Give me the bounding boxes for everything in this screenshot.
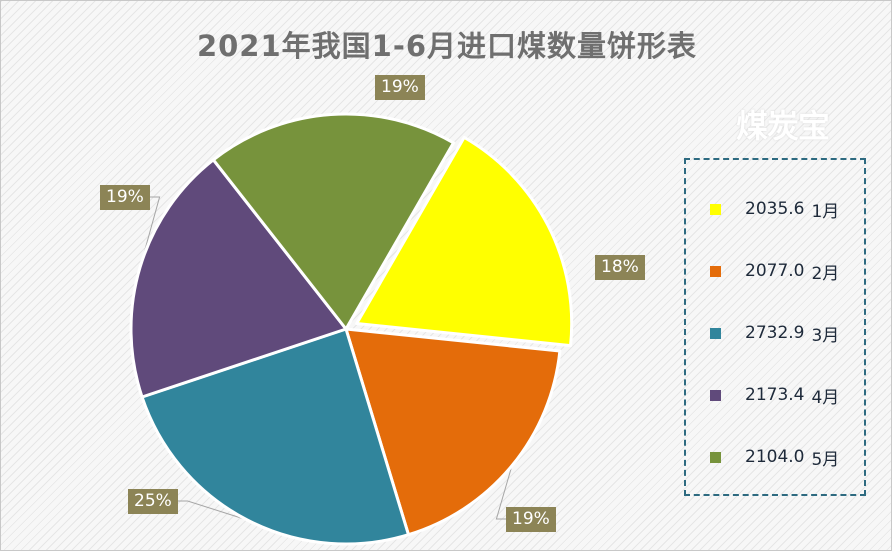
pie-slices	[129, 112, 574, 546]
percent-label-5: 19%	[375, 75, 425, 100]
legend-value: 2173.4	[745, 385, 805, 405]
pie-slice-4	[129, 158, 348, 399]
percent-label-1: 18%	[595, 255, 645, 280]
legend-item-4: 2173.4 4月	[710, 383, 840, 408]
legend-item-2: 2077.0 2月	[710, 259, 840, 284]
legend-item-1: 2035.6 1月	[710, 197, 840, 222]
legend-swatch	[710, 203, 721, 215]
legend-label: 1月	[811, 201, 840, 222]
watermark-logo: 煤炭宝	[736, 107, 830, 145]
legend-swatch	[710, 265, 721, 277]
leader-line-4	[139, 196, 161, 268]
legend-value: 2035.6	[745, 199, 805, 219]
legend-value: 2104.0	[745, 447, 805, 467]
legend-item-5: 2104.0 5月	[710, 445, 840, 470]
legend-swatch	[710, 451, 721, 463]
leader-lines	[139, 196, 513, 521]
legend-swatch	[710, 327, 721, 339]
legend: 2035.6 1月 2077.0 2月 2732.9 3月 2173.4 4月 2104.0 5月	[684, 158, 866, 496]
legend-label: 5月	[811, 449, 840, 470]
legend-label: 4月	[811, 387, 840, 408]
leader-line-3	[178, 500, 248, 521]
pie-slice-5	[211, 112, 455, 331]
legend-label: 3月	[811, 325, 840, 346]
pie-slice-1	[355, 135, 574, 348]
percent-label-3: 25%	[128, 489, 178, 514]
legend-value: 2732.9	[745, 323, 805, 343]
percent-label-2: 19%	[506, 507, 556, 532]
leader-line-2	[495, 465, 513, 520]
pie-slice-2	[344, 327, 562, 537]
pie-slice-3	[140, 327, 410, 546]
legend-swatch	[710, 389, 721, 401]
legend-label: 2月	[811, 263, 840, 284]
legend-value: 2077.0	[745, 261, 805, 281]
legend-item-3: 2732.9 3月	[710, 321, 840, 346]
percent-label-4: 19%	[100, 185, 150, 210]
chart-title: 2021年我国1-6月进口煤数量饼形表	[196, 29, 698, 63]
